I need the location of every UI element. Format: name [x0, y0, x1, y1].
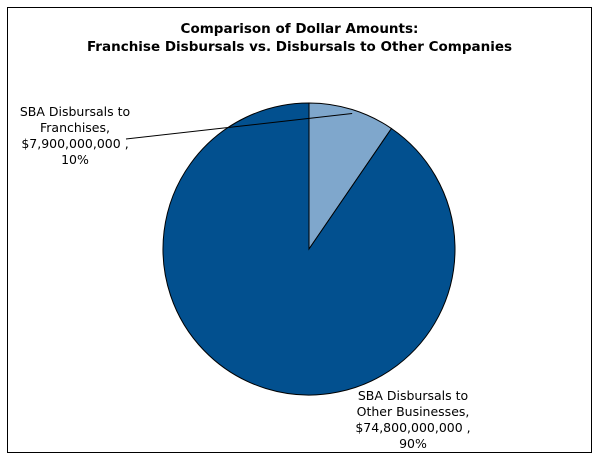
- pie-chart: [125, 102, 456, 396]
- pie-slice-other-businesses: [162, 102, 456, 396]
- data-label-other-businesses: SBA Disbursals to Other Businesses, $74,…: [355, 388, 471, 451]
- chart-area: Comparison of Dollar Amounts: Franchise …: [7, 7, 592, 453]
- leader-line-franchises: [125, 113, 353, 140]
- chart-title-line-2: Franchise Disbursals vs. Disbursals to O…: [86, 39, 513, 55]
- chart-title: Comparison of Dollar Amounts: Franchise …: [8, 20, 591, 56]
- chart-title-line-1: Comparison of Dollar Amounts:: [180, 21, 419, 37]
- pie-slice-franchises: [308, 102, 393, 251]
- data-label-franchises: SBA Disbursals to Franchises, $7,900,000…: [19, 104, 131, 167]
